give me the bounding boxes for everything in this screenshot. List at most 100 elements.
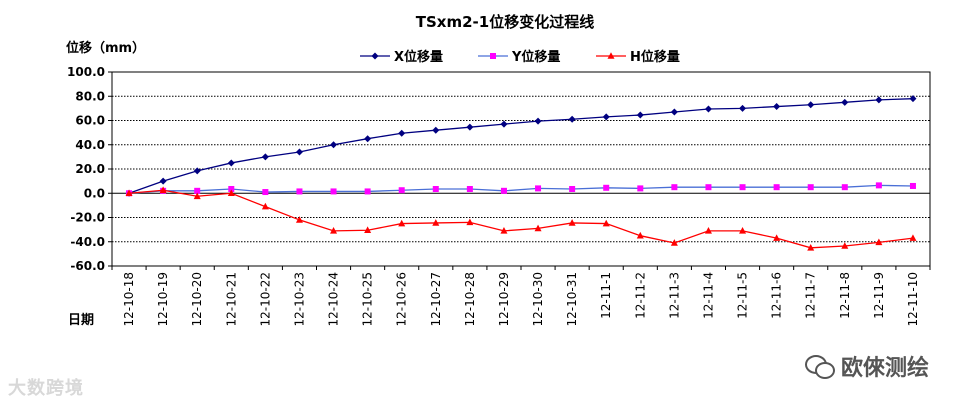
- legend: X位移量 Y位移量 H位移量: [360, 49, 680, 65]
- data-point: [773, 103, 781, 111]
- x-tick-label: 12-11-10: [906, 272, 920, 326]
- y-tick-label: -40.0: [70, 235, 105, 249]
- data-point: [637, 185, 644, 192]
- data-point: [500, 187, 507, 194]
- series-line: [128, 184, 913, 194]
- x-axis-ticks: 12-10-18 12-10-19 12-10-20 12-10-21 12-10-22…: [111, 266, 931, 326]
- x-tick-label: 12-10-30: [531, 272, 545, 326]
- chart-title: TSxm2-1位移变化过程线: [416, 13, 594, 31]
- series-3: [125, 186, 917, 251]
- x-tick-label: 12-11-7: [804, 272, 818, 319]
- data-point: [807, 184, 814, 191]
- data-point: [704, 227, 712, 234]
- watermark-left: 大数跨境: [8, 378, 84, 399]
- series-2: [126, 182, 916, 197]
- data-point: [398, 219, 406, 227]
- x-tick-label: 12-11-3: [667, 272, 681, 319]
- data-point: [432, 186, 439, 193]
- x-tick-label: 12-11-6: [770, 272, 784, 319]
- x-tick-label: 12-10-31: [565, 272, 579, 326]
- legend-marker: [490, 53, 496, 59]
- grid-lines: [112, 95, 930, 243]
- x-tick-label: 12-10-22: [258, 272, 272, 326]
- data-point: [568, 219, 576, 226]
- y-tick-label: -20.0: [70, 211, 105, 225]
- data-point: [227, 189, 235, 197]
- y-tick-label: 20.0: [75, 162, 105, 176]
- x-tick-label: 12-10-19: [156, 272, 170, 326]
- series-line: [128, 98, 913, 194]
- data-point: [193, 192, 201, 200]
- data-point: [602, 113, 610, 121]
- data-point: [466, 218, 474, 226]
- data-point: [534, 117, 542, 125]
- y-tick-label: -60.0: [70, 259, 105, 273]
- data-point: [295, 148, 303, 156]
- x-axis-label: 日期: [68, 313, 94, 328]
- x-tick-label: 12-11-4: [701, 272, 715, 319]
- data-point: [773, 184, 780, 191]
- data-point: [227, 159, 235, 167]
- series-line: [128, 189, 914, 249]
- legend-marker: [607, 52, 615, 59]
- y-axis-label: 位移（mm）: [66, 40, 145, 56]
- data-point: [841, 98, 849, 106]
- data-point: [228, 186, 235, 193]
- data-point: [159, 186, 167, 194]
- data-point: [261, 153, 269, 161]
- data-point: [535, 185, 542, 192]
- data-point: [330, 227, 338, 234]
- data-point: [636, 231, 644, 239]
- data-point: [296, 188, 303, 195]
- y-tick-label: 100.0: [67, 65, 105, 79]
- data-point: [125, 189, 133, 197]
- data-point: [569, 186, 576, 193]
- x-tick-label: 12-10-28: [463, 272, 477, 326]
- data-point: [398, 129, 406, 137]
- data-point: [636, 111, 644, 119]
- data-point: [261, 202, 269, 210]
- x-tick-label: 12-11-2: [633, 272, 647, 319]
- data-point: [739, 184, 746, 191]
- y-axis-ticks: 100.0 80.0 60.0 40.0 20.0 0.0 -20.0 -40.0 -60.0: [67, 65, 112, 273]
- data-point: [909, 182, 916, 189]
- data-point: [841, 184, 848, 191]
- legend-marker: [371, 52, 379, 60]
- data-point: [739, 227, 747, 234]
- data-point: [841, 242, 849, 249]
- watermark-right: 欧倈测绘: [804, 350, 929, 382]
- legend-label: H位移量: [630, 49, 680, 65]
- data-point: [398, 187, 405, 194]
- data-point: [330, 188, 337, 195]
- watermark-right-text: 欧倈测绘: [840, 356, 929, 381]
- x-tick-label: 12-10-18: [122, 272, 136, 326]
- legend-label: X位移量: [394, 49, 443, 65]
- x-tick-label: 12-11-1: [599, 272, 613, 319]
- data-point: [875, 238, 883, 246]
- data-point: [568, 115, 576, 123]
- x-tick-label: 12-10-23: [292, 272, 306, 326]
- x-tick-label: 12-11-9: [872, 272, 886, 319]
- data-point: [534, 224, 542, 232]
- data-point: [909, 234, 917, 241]
- data-point: [364, 135, 372, 143]
- data-point: [295, 216, 303, 223]
- legend-label: Y位移量: [511, 49, 560, 65]
- y-tick-label: 0.0: [84, 186, 105, 200]
- x-tick-label: 12-11-8: [838, 272, 852, 319]
- data-point: [807, 244, 815, 251]
- wechat-icon: [804, 353, 835, 379]
- data-point: [705, 184, 712, 191]
- data-point: [364, 226, 372, 234]
- data-point: [432, 126, 440, 134]
- data-point: [671, 184, 678, 191]
- data-point: [704, 105, 712, 113]
- x-tick-label: 12-10-27: [429, 272, 443, 326]
- data-point: [670, 108, 678, 116]
- data-point: [432, 219, 440, 226]
- data-point: [262, 189, 269, 196]
- data-point: [875, 182, 882, 189]
- y-tick-label: 60.0: [75, 114, 105, 128]
- data-point: [466, 186, 473, 193]
- data-point: [500, 120, 508, 128]
